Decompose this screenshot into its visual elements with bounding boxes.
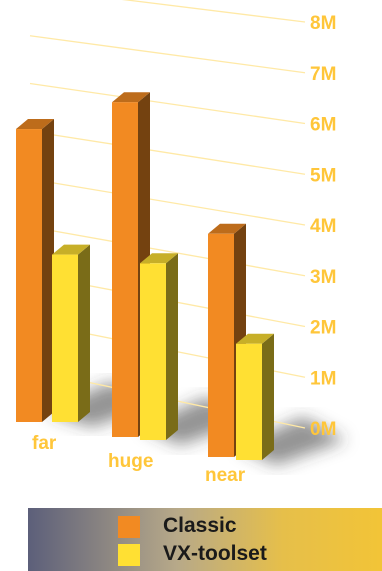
bar-top <box>208 223 246 234</box>
y-tick-label: 7M <box>310 64 336 85</box>
y-axis-ticks: 0M 1M 2M 3M 4M 5M 6M 7M 8M <box>310 13 336 440</box>
gridline <box>29 226 306 277</box>
gridline <box>29 35 306 74</box>
y-tick-label: 3M <box>310 267 336 288</box>
bar-side <box>262 333 274 460</box>
bar-vx-toolset-near <box>236 343 262 460</box>
bar-top <box>236 333 274 344</box>
y-tick-label: 6M <box>310 115 336 136</box>
gridline <box>29 178 306 226</box>
legend-item-classic: Classic <box>28 513 382 539</box>
bar-classic-huge <box>112 102 138 437</box>
bar-vx-toolset-huge <box>140 263 166 440</box>
bar-side <box>42 119 54 423</box>
y-tick-label: 5M <box>310 165 336 186</box>
bar-chart-3d: 0M 1M 2M 3M 4M 5M 6M 7M 8M far huge near <box>16 0 346 486</box>
legend-label-classic: Classic <box>163 514 237 537</box>
bar-classic-far <box>16 129 42 423</box>
legend-item-vx-toolset: VX-toolset <box>28 541 382 567</box>
x-category-label: far <box>32 433 57 454</box>
legend: Classic VX-toolset <box>28 508 382 571</box>
y-tick-label: 0M <box>310 419 336 440</box>
bar-vx-toolset-far <box>52 254 78 422</box>
x-category-label: near <box>205 465 246 486</box>
bar-side <box>166 253 178 440</box>
y-tick-label: 8M <box>310 13 336 34</box>
y-tick-label: 2M <box>310 318 336 339</box>
gridline <box>29 130 306 175</box>
y-tick-label: 1M <box>310 368 336 389</box>
bar-side <box>78 244 90 422</box>
legend-swatch-classic <box>118 516 140 538</box>
bar-top <box>112 92 150 103</box>
legend-swatch-vx-toolset <box>118 544 140 566</box>
bars <box>16 92 274 460</box>
gridline <box>121 0 306 23</box>
bar-top <box>16 119 54 130</box>
bar-classic-near <box>208 233 234 457</box>
bar-top <box>140 253 178 264</box>
y-tick-label: 4M <box>310 216 336 237</box>
x-axis-labels: far huge near <box>32 433 246 486</box>
x-category-label: huge <box>108 451 153 472</box>
legend-label-vx-toolset: VX-toolset <box>163 542 267 565</box>
gridline <box>29 82 306 125</box>
floor-shadow <box>46 382 346 465</box>
bar-top <box>52 244 90 255</box>
